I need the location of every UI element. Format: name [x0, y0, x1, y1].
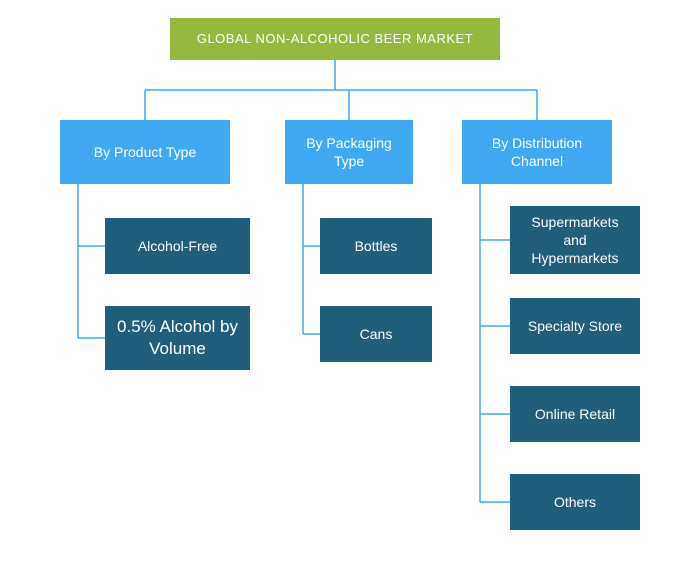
root-title: GLOBAL NON-ALCOHOLIC BEER MARKET	[170, 18, 500, 60]
sub-product-1: 0.5% Alcohol by Volume	[105, 306, 250, 370]
sub-distribution-0: Supermarkets and Hypermarkets	[510, 206, 640, 274]
sub-product-0: Alcohol-Free	[105, 218, 250, 274]
sub-distribution-2: Online Retail	[510, 386, 640, 442]
category-product: By Product Type	[60, 120, 230, 184]
sub-distribution-3: Others	[510, 474, 640, 530]
sub-packaging-0: Bottles	[320, 218, 432, 274]
category-distribution: By Distribution Channel	[462, 120, 612, 184]
sub-distribution-1: Specialty Store	[510, 298, 640, 354]
sub-packaging-1: Cans	[320, 306, 432, 362]
category-packaging: By Packaging Type	[285, 120, 413, 184]
